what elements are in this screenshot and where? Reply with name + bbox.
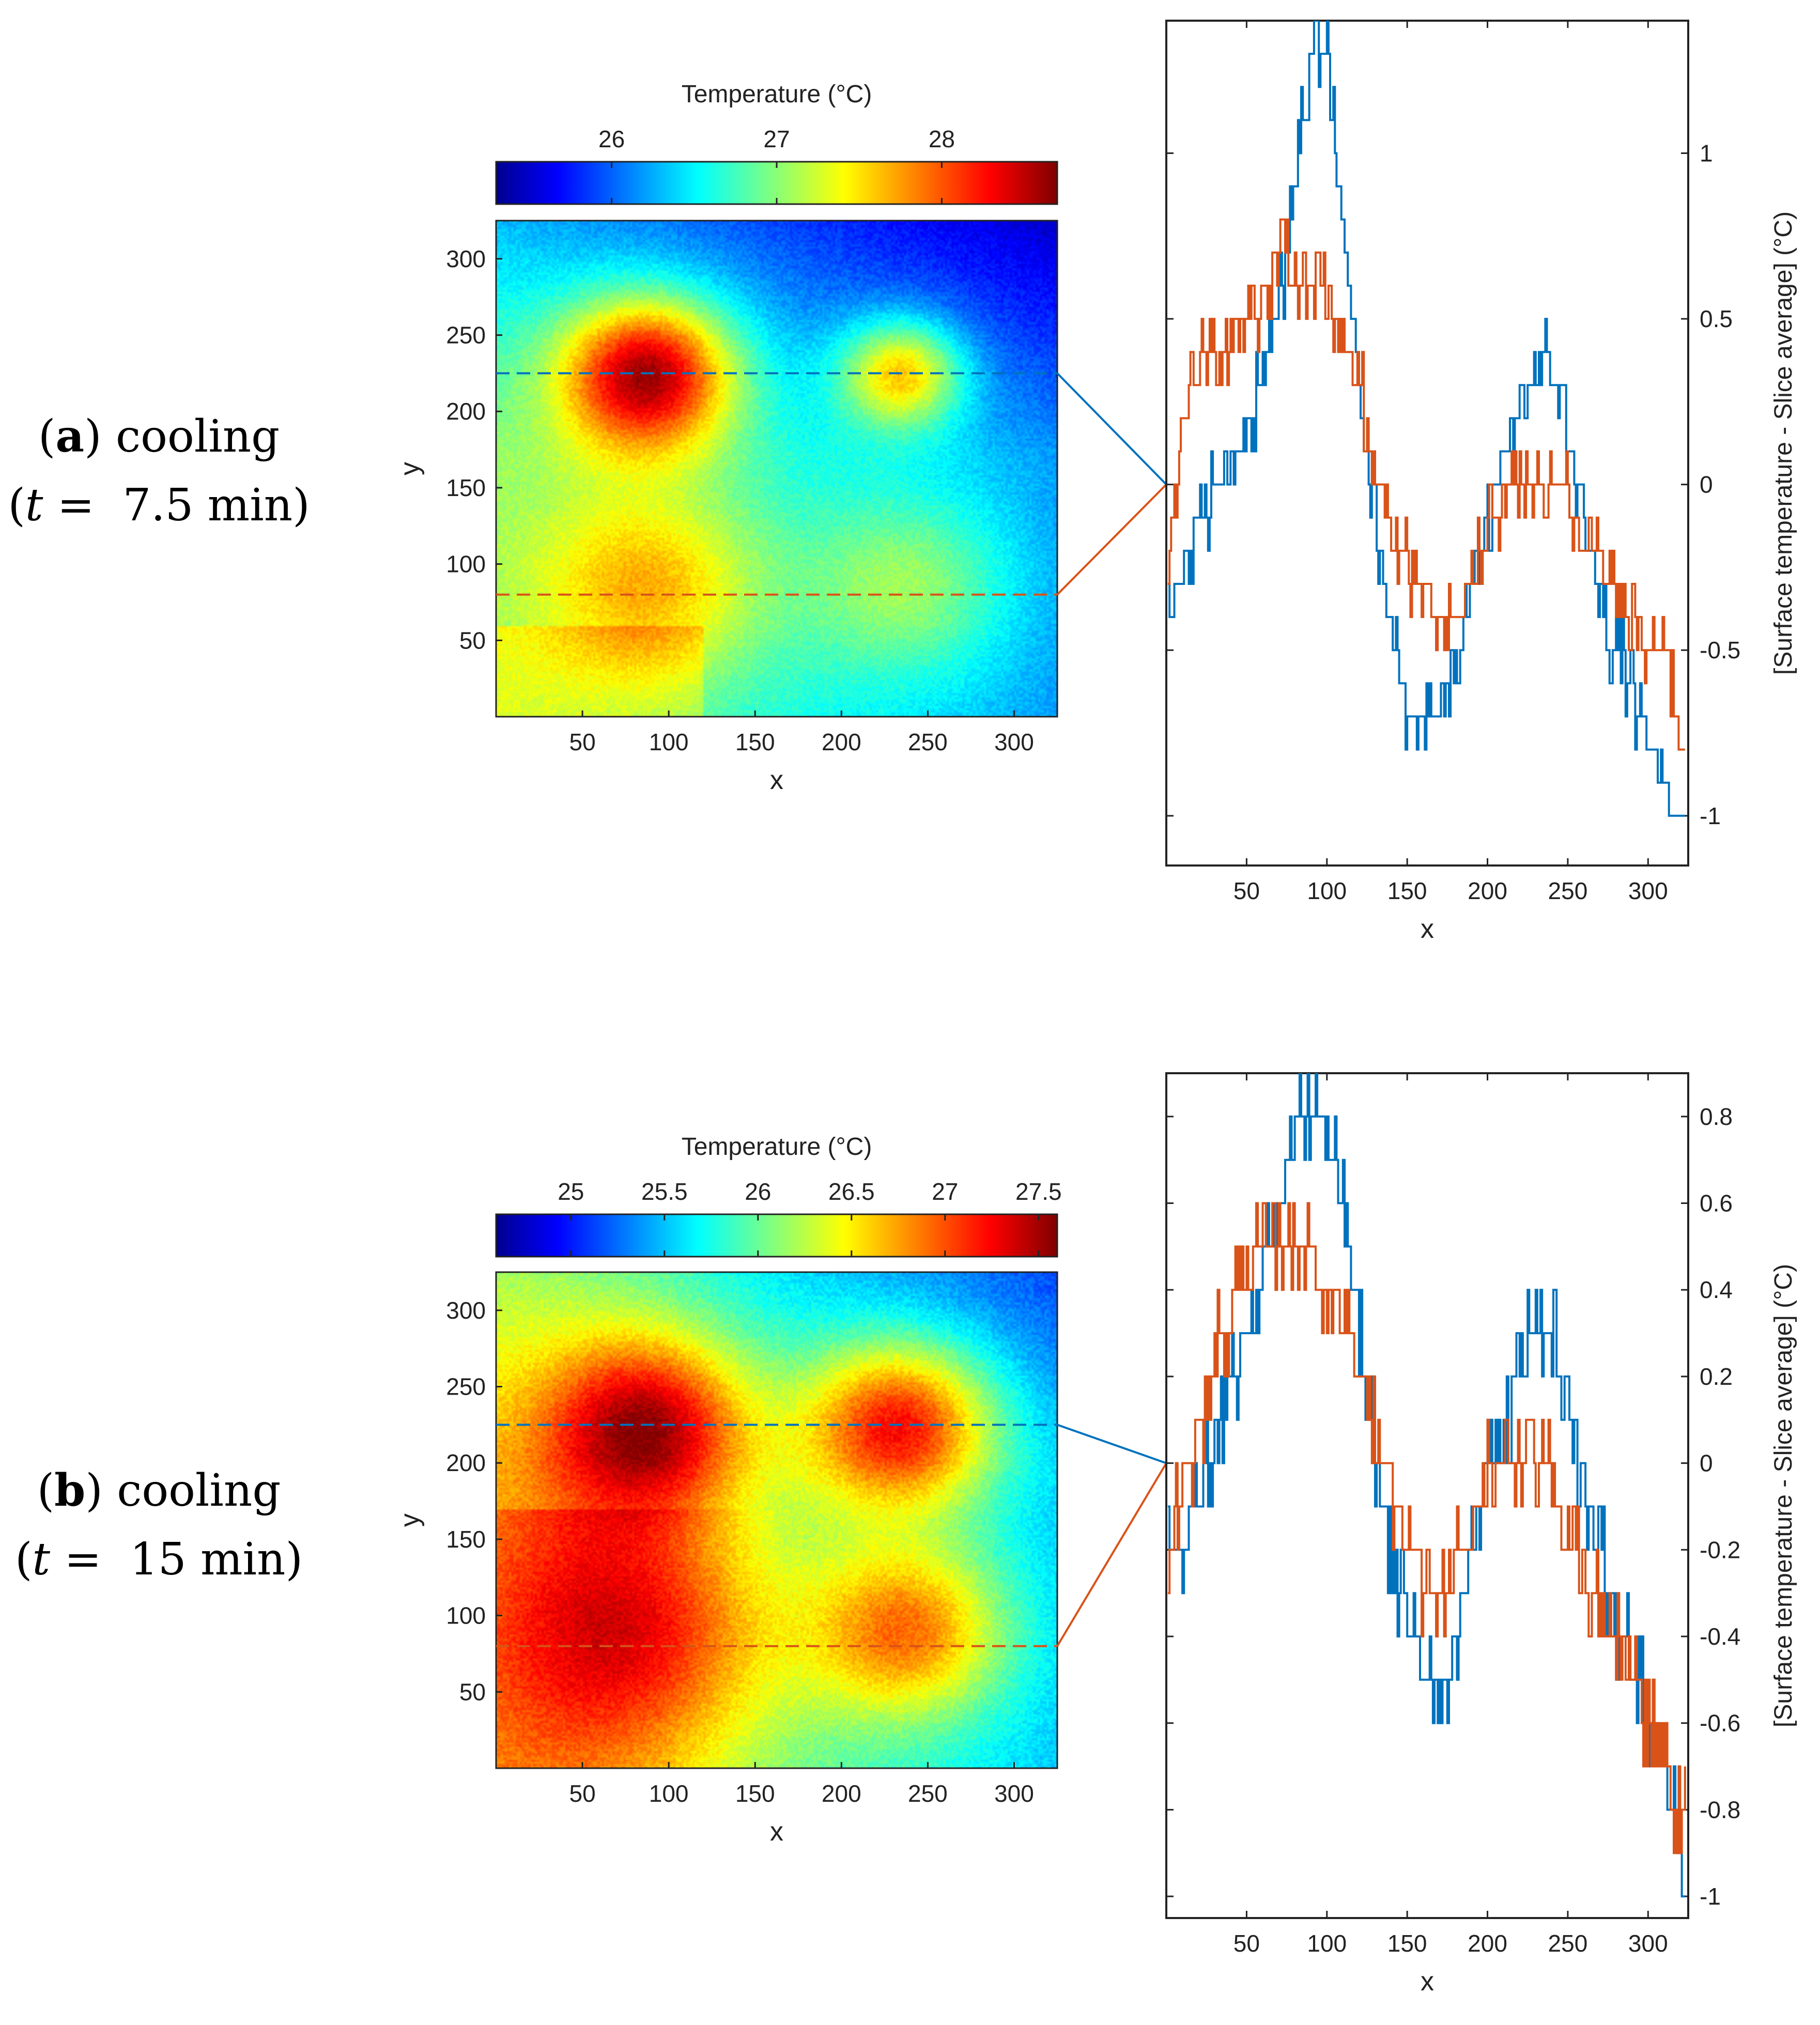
heatmap-xtick-label: 250: [908, 1780, 948, 1807]
colorbar-title: Temperature (°C): [682, 1133, 872, 1161]
profile-ytick-label: 0.2: [1700, 1363, 1733, 1390]
profile-series-orange: [1168, 218, 1685, 751]
profile-ytick-label: 1: [1700, 140, 1713, 166]
profile-xtick-label: 50: [1233, 877, 1260, 904]
colorbar-tick-label: 27.5: [1015, 1178, 1062, 1205]
heatmap-xlabel: x: [770, 1817, 783, 1847]
heatmap-xtick-label: 50: [569, 729, 595, 755]
profile-ytick-label: -0.6: [1700, 1710, 1740, 1737]
heatmap-xtick-label: 150: [735, 1780, 775, 1807]
profile-xtick-label: 100: [1307, 1930, 1347, 1957]
profile-xtick-label: 200: [1468, 1930, 1507, 1957]
profile-xtick-label: 300: [1628, 877, 1668, 904]
profile-ytick-label: 0.6: [1700, 1190, 1733, 1217]
profile-ytick-label: -0.4: [1700, 1623, 1740, 1650]
colorbar-gradient: [495, 1213, 1058, 1258]
heatmap-ytick-label: 150: [446, 1526, 486, 1553]
profile-xtick-label: 100: [1307, 877, 1347, 904]
heatmap-ytick-label: 200: [446, 398, 486, 425]
heatmap-xtick-label: 250: [908, 729, 948, 755]
heatmap-xtick-label: 300: [994, 1780, 1034, 1807]
profile-series-blue: [1168, 1073, 1685, 1898]
heatmap-ytick-label: 200: [446, 1449, 486, 1476]
heatmap-xtick-label: 200: [822, 1780, 861, 1807]
colorbar-tick-label: 26.5: [828, 1178, 875, 1205]
heatmap-ytick-label: 250: [446, 322, 486, 349]
profile-axes: 50 100 150 200 250 300 -1 -0.5 0 0.5 1 x [Surface te…: [1165, 20, 1797, 944]
profile-xlabel: x: [1421, 914, 1434, 944]
profile-xtick-label: 50: [1233, 1930, 1260, 1957]
profile-ytick-label: -0.8: [1700, 1796, 1740, 1823]
heatmap-ylabel: y: [395, 462, 425, 475]
profile-xtick-label: 150: [1387, 1930, 1427, 1957]
heatmap-frame: [495, 1271, 1058, 1769]
colorbar-title: Temperature (°C): [682, 81, 872, 108]
heatmap-image: [496, 1272, 1057, 1768]
slice-connector-1: [1056, 484, 1167, 596]
heatmap-ytick-label: 100: [446, 551, 486, 578]
heatmap-xtick-label: 150: [735, 729, 775, 755]
colorbar: Temperature (°C) 25 25.5 26 26.5 27 27.5: [495, 1133, 1062, 1258]
heatmap-xtick-label: 100: [649, 729, 689, 755]
colorbar-tick-label: 28: [929, 126, 955, 152]
heatmap-ytick-label: 300: [446, 1297, 486, 1324]
heatmap-image: [496, 221, 1057, 717]
colorbar-tick-label: 25.5: [641, 1178, 688, 1205]
colorbar-tick-label: 26: [598, 126, 625, 152]
profile-frame: [1165, 1072, 1689, 1919]
heatmap-ylabel: y: [395, 1513, 425, 1527]
profile-series-blue: [1168, 21, 1685, 817]
profile-ytick-label: 0.4: [1700, 1276, 1733, 1303]
heatmap-axes: 50 100 150 200 250 300 50 100 150 200 250 300 x y: [395, 220, 1058, 795]
heatmap-xtick-label: 300: [994, 729, 1034, 755]
profile-ylabel: [Surface temperature - Slice average] (°…: [1770, 1264, 1797, 1727]
profile-xtick-label: 150: [1387, 877, 1427, 904]
profile-ytick-label: 0: [1700, 471, 1713, 498]
heatmap-ytick-label: 250: [446, 1373, 486, 1400]
colorbar-tick-label: 25: [558, 1178, 584, 1205]
heatmap-ytick-label: 50: [459, 1678, 486, 1705]
profile-ylabel: [Surface temperature - Slice average] (°…: [1770, 211, 1797, 675]
profile-xtick-label: 300: [1628, 1930, 1668, 1957]
profile-xtick-label: 200: [1468, 877, 1507, 904]
heatmap-axes: 50 100 150 200 250 300 50 100 150 200 250 300 x y: [395, 1271, 1058, 1847]
profile-ytick-label: -0.5: [1700, 637, 1740, 663]
profile-ytick-label: 0.5: [1700, 305, 1733, 332]
colorbar-gradient: [495, 161, 1058, 205]
profile-xtick-label: 250: [1548, 877, 1588, 904]
profile-ytick-label: -1: [1700, 802, 1721, 829]
profile-ytick-label: -0.2: [1700, 1536, 1740, 1563]
colorbar-tick-label: 27: [932, 1178, 958, 1205]
heatmap-frame: [495, 220, 1058, 718]
slice-connector-0: [1057, 1424, 1167, 1464]
profile-xlabel: x: [1421, 1967, 1434, 1997]
heatmap-xlabel: x: [770, 765, 783, 795]
profile-axes: 50 100 150 200 250 300 -1 -0.8 -0.6 -0.4 -0.2 0 0.2 0…: [1165, 1072, 1797, 1997]
panel-b: Temperature (°C) 25 25.5 26 26.5 27 27.5 50 100 1…: [395, 1072, 1797, 1997]
slice-connector-0: [1056, 372, 1167, 486]
profile-ytick-label: 0.8: [1700, 1103, 1733, 1130]
profile-xtick-label: 250: [1548, 1930, 1588, 1957]
heatmap-ytick-label: 300: [446, 245, 486, 272]
heatmap-ytick-label: 150: [446, 474, 486, 501]
colorbar-tick-label: 26: [745, 1178, 771, 1205]
heatmap-xtick-label: 50: [569, 1780, 595, 1807]
heatmap-ytick-label: 100: [446, 1602, 486, 1629]
slice-connector-1: [1056, 1462, 1167, 1647]
heatmap-xtick-label: 200: [822, 729, 861, 755]
colorbar: Temperature (°C) 26 27 28: [495, 81, 1058, 205]
panel-label-a: (a) cooling (t = 7.5 min): [8, 410, 310, 532]
panel-label-b: (b) cooling (t = 15 min): [14, 1464, 303, 1586]
heatmap-xtick-label: 100: [649, 1780, 689, 1807]
profile-ytick-label: -1: [1700, 1883, 1721, 1910]
heatmap-ytick-label: 50: [459, 627, 486, 654]
colorbar-tick-label: 27: [763, 126, 790, 152]
profile-series-orange: [1168, 1202, 1686, 1854]
profile-ytick-label: 0: [1700, 1450, 1713, 1477]
